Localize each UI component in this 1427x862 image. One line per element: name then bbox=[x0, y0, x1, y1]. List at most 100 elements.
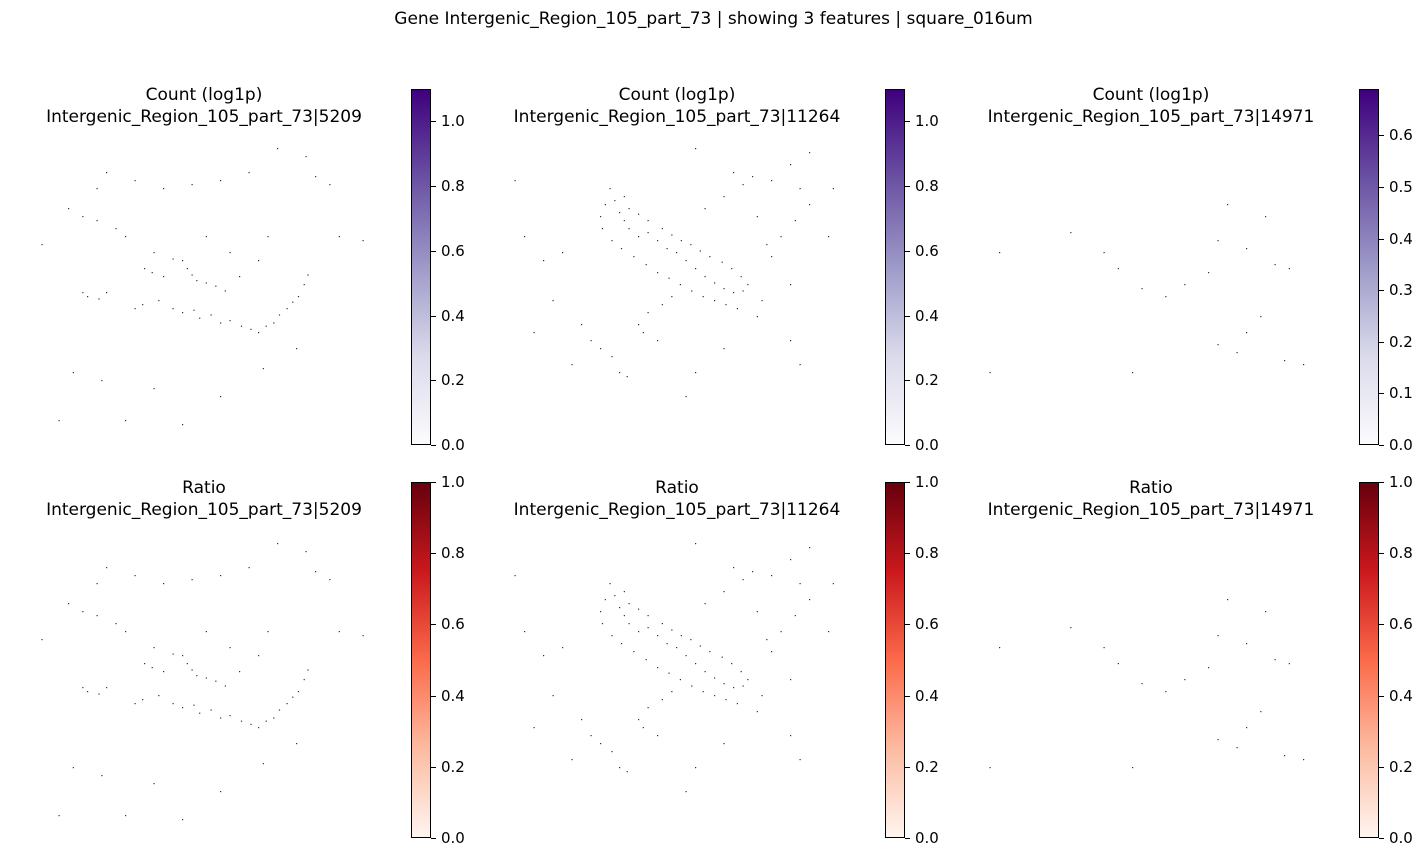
data-point bbox=[1246, 727, 1248, 729]
data-point bbox=[714, 677, 716, 679]
colorbar-gradient bbox=[1359, 89, 1379, 445]
data-point bbox=[794, 220, 796, 222]
data-point bbox=[695, 268, 697, 270]
data-point bbox=[163, 671, 165, 673]
data-point bbox=[1217, 635, 1219, 637]
data-point bbox=[695, 148, 697, 150]
data-point bbox=[1184, 284, 1186, 286]
data-point bbox=[297, 296, 300, 298]
data-point bbox=[714, 282, 716, 284]
tick-mark bbox=[1379, 239, 1384, 240]
data-point bbox=[620, 248, 623, 250]
data-point bbox=[172, 703, 174, 705]
data-point bbox=[186, 268, 188, 270]
data-point bbox=[1284, 360, 1286, 362]
tick-mark bbox=[1379, 187, 1384, 188]
tick-label: 0.8 bbox=[1389, 544, 1413, 562]
data-point bbox=[1260, 711, 1262, 713]
data-point bbox=[115, 623, 117, 625]
data-point bbox=[199, 712, 201, 714]
data-point bbox=[303, 284, 305, 286]
data-point bbox=[609, 188, 611, 190]
data-point bbox=[87, 296, 89, 298]
data-point bbox=[153, 647, 155, 649]
data-point bbox=[163, 188, 165, 190]
data-point bbox=[307, 669, 309, 671]
data-point bbox=[258, 727, 260, 729]
data-point bbox=[514, 575, 516, 577]
data-point bbox=[134, 180, 136, 182]
data-point bbox=[1217, 240, 1219, 242]
data-point bbox=[623, 615, 625, 617]
data-point bbox=[828, 631, 830, 633]
data-point bbox=[296, 348, 298, 350]
tick-mark bbox=[431, 624, 436, 625]
data-point bbox=[752, 176, 754, 178]
data-point bbox=[638, 719, 640, 721]
data-point bbox=[666, 248, 668, 250]
tick-label: 1.0 bbox=[1389, 473, 1413, 491]
data-point bbox=[600, 216, 602, 218]
data-point bbox=[273, 322, 275, 324]
tick-label: 0.2 bbox=[441, 371, 465, 389]
tick-label: 0.2 bbox=[441, 758, 465, 776]
data-point bbox=[742, 290, 744, 292]
data-point bbox=[642, 332, 644, 334]
data-point bbox=[685, 396, 687, 398]
colorbar-gradient bbox=[1359, 482, 1379, 838]
tick-label: 0.0 bbox=[915, 829, 939, 847]
tick-label: 0.0 bbox=[1389, 829, 1413, 847]
data-point bbox=[685, 791, 687, 793]
data-point bbox=[628, 603, 630, 605]
tick-mark bbox=[905, 121, 910, 122]
data-point bbox=[771, 180, 773, 182]
data-point bbox=[552, 695, 554, 697]
tick-mark bbox=[431, 316, 436, 317]
panel-title: Ratio Intergenic_Region_105_part_73|5209 bbox=[4, 477, 404, 521]
tick-label: 0.6 bbox=[1389, 126, 1413, 144]
tick-label: 1.0 bbox=[441, 473, 465, 491]
data-point bbox=[144, 268, 146, 270]
data-point bbox=[172, 653, 174, 655]
data-point bbox=[1246, 248, 1248, 250]
data-point bbox=[702, 296, 704, 298]
data-point bbox=[638, 631, 640, 633]
data-point bbox=[125, 631, 127, 633]
data-point bbox=[338, 236, 340, 238]
data-point bbox=[721, 656, 723, 658]
tick-label: 0.0 bbox=[441, 436, 465, 454]
data-point bbox=[1208, 667, 1210, 669]
data-point bbox=[68, 208, 70, 210]
data-point bbox=[626, 376, 628, 378]
data-point bbox=[286, 703, 288, 705]
data-point bbox=[96, 615, 98, 617]
data-point bbox=[220, 396, 222, 398]
data-point bbox=[96, 583, 98, 585]
data-point bbox=[676, 252, 678, 254]
data-point bbox=[1208, 272, 1210, 274]
data-point bbox=[571, 364, 573, 366]
data-point bbox=[999, 252, 1001, 254]
data-point bbox=[657, 272, 659, 274]
data-point bbox=[633, 256, 635, 258]
tick-label: 0.0 bbox=[915, 436, 939, 454]
data-point bbox=[1303, 364, 1305, 366]
data-point bbox=[680, 240, 682, 242]
data-point bbox=[723, 683, 725, 685]
data-point bbox=[766, 639, 768, 641]
data-point bbox=[1117, 268, 1119, 270]
data-point bbox=[680, 635, 682, 637]
data-point bbox=[809, 204, 811, 206]
data-point bbox=[220, 322, 222, 324]
tick-mark bbox=[431, 767, 436, 768]
tick-mark bbox=[905, 186, 910, 187]
data-point bbox=[163, 276, 165, 278]
data-point bbox=[224, 290, 226, 292]
data-point bbox=[220, 717, 222, 719]
data-point bbox=[661, 699, 663, 701]
tick-label: 0.2 bbox=[1389, 333, 1413, 351]
panel-title-line2: Intergenic_Region_105_part_73|11264 bbox=[513, 107, 841, 127]
data-point bbox=[731, 663, 733, 665]
data-point bbox=[125, 815, 127, 817]
data-point bbox=[790, 284, 792, 286]
